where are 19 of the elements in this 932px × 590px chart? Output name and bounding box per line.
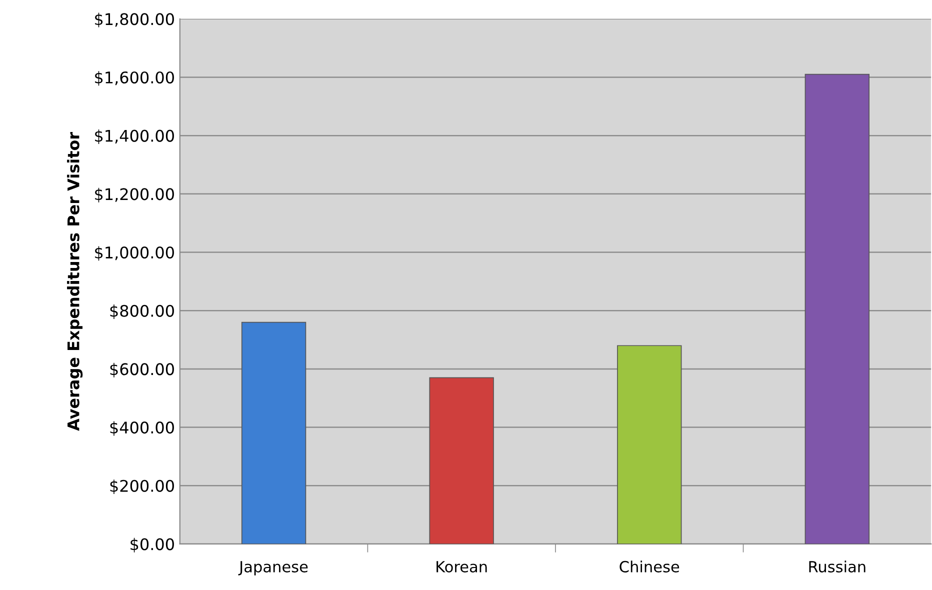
y-tick-label: $800.00 <box>110 304 174 320</box>
y-tick-label: $1,000.00 <box>95 246 174 261</box>
y-tick-label: $400.00 <box>110 421 174 436</box>
x-tick-label: Japanese <box>238 561 308 576</box>
x-tick-label: Russian <box>809 560 866 572</box>
y-tick-label: $0.00 <box>130 538 174 552</box>
bar <box>617 345 682 544</box>
bar <box>804 74 870 544</box>
bar <box>429 377 494 544</box>
x-tick-label: Korean <box>436 561 487 572</box>
x-tick-label: Chinese <box>620 560 680 572</box>
y-tick-label: $1,800.00 <box>95 12 174 28</box>
y-tick-label: $200.00 <box>110 480 174 494</box>
y-tick-label: $600.00 <box>110 362 174 378</box>
y-tick-label: $1,400.00 <box>95 130 174 144</box>
bar <box>241 322 306 544</box>
y-axis-title: Average Expenditures Per Visitor <box>67 132 83 431</box>
y-tick-label: $1,600.00 <box>95 71 174 86</box>
y-tick-label: $1,200.00 <box>95 188 174 202</box>
